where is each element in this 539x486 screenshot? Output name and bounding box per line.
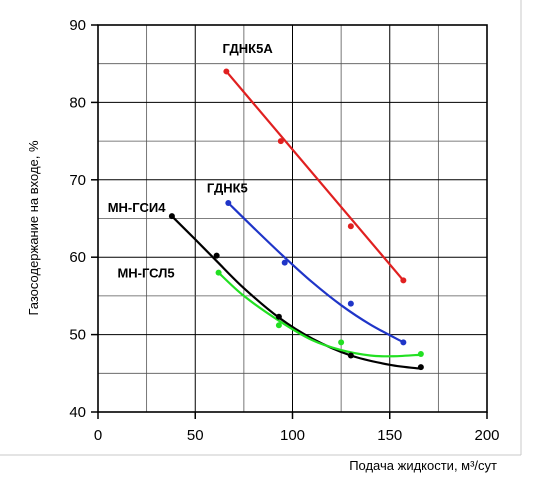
y-tick-label: 90 <box>69 17 86 34</box>
data-point <box>275 322 282 329</box>
series-line <box>225 70 405 282</box>
y-tick-label: 80 <box>69 94 86 111</box>
data-point <box>281 259 288 266</box>
series-line <box>227 202 404 344</box>
data-point <box>347 352 354 359</box>
x-tick-label: 150 <box>377 427 402 444</box>
series-label: ГДНК5А <box>222 41 273 56</box>
y-tick-label: 50 <box>69 327 86 344</box>
y-tick-label: 40 <box>69 404 86 421</box>
x-axis-label: Подача жидкости, м³/сут <box>349 458 497 473</box>
x-tick-label: 200 <box>474 427 499 444</box>
series-label: МН-ГСЛ5 <box>117 266 174 281</box>
data-point <box>347 223 354 230</box>
series-line <box>217 271 421 358</box>
data-point <box>400 277 407 284</box>
y-tick-label: 70 <box>69 172 86 189</box>
series-labels: ГДНК5А ГДНК5 МН-ГСИ4 МН-ГСЛ5 <box>108 41 274 280</box>
data-point <box>277 138 284 145</box>
series-label: МН-ГСИ4 <box>108 200 166 215</box>
data-point <box>168 213 175 220</box>
y-tick-label: 60 <box>69 249 86 266</box>
axes <box>91 24 488 419</box>
data-point <box>347 300 354 307</box>
data-point <box>275 313 282 320</box>
y-axis-label: Газосодержание на входе, % <box>26 140 41 316</box>
data-point <box>213 252 220 259</box>
data-point <box>417 350 424 357</box>
x-tick-label: 0 <box>94 427 102 444</box>
x-tick-label: 100 <box>280 427 305 444</box>
series-label: ГДНК5 <box>207 181 248 196</box>
data-point <box>225 200 232 207</box>
data-point <box>400 339 407 346</box>
data-point <box>417 364 424 371</box>
data-point <box>215 269 222 276</box>
data-point <box>223 68 230 75</box>
data-point <box>338 339 345 346</box>
series-points <box>168 68 424 371</box>
tick-labels: 0 50 100 150 200 40 50 60 70 80 90 <box>69 17 499 444</box>
x-tick-label: 50 <box>187 427 204 444</box>
